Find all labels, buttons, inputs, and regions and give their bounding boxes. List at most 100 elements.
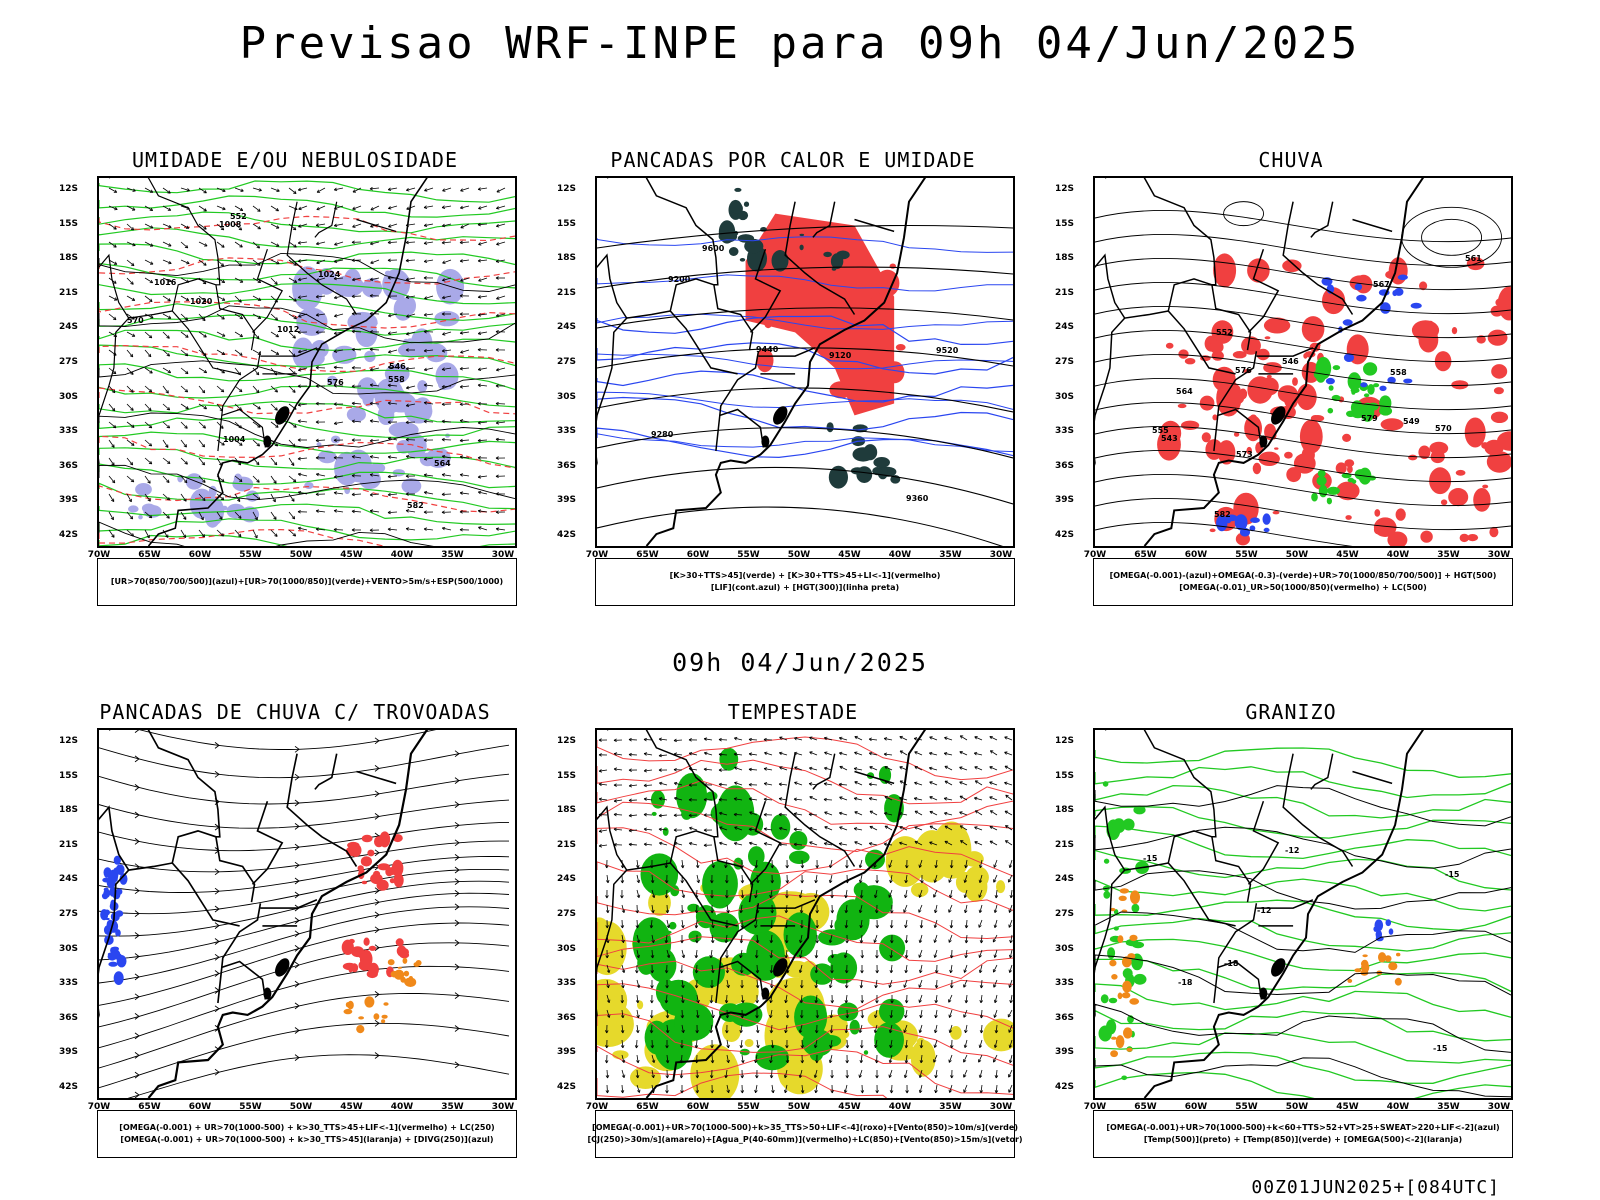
- longitude-label: 35W: [441, 1102, 464, 1112]
- legend-line: [OMEGA(-0.001) + UR>70(1000-500) + k>30_…: [119, 1123, 495, 1132]
- latitude-label: 15S: [557, 770, 577, 781]
- panel-granizo: GRANIZO -12 -15 -18 -15 -18 -12 -15 12S 15S 18S 21S…: [1051, 700, 1531, 1180]
- latitude-label: 15S: [1055, 218, 1075, 229]
- latitude-label: 30S: [1055, 943, 1075, 954]
- longitude-label: 55W: [1235, 1102, 1258, 1112]
- panel-title: PANCADAS DE CHUVA C/ TROVOADAS: [99, 700, 491, 724]
- latitude-label: 36S: [1055, 460, 1075, 471]
- legend-line: [OMEGA(-0.01)_UR>50(1000/850)(vermelho) …: [1179, 583, 1427, 592]
- latitude-label: 27S: [59, 357, 79, 367]
- latitude-label: 39S: [1055, 495, 1075, 506]
- latitude-label: 15S: [59, 218, 79, 229]
- legend-line: [OMEGA(-0.001) + UR>70(1000-500) + k>30_…: [120, 1135, 494, 1144]
- longitude-label: 40W: [1386, 1102, 1410, 1112]
- panel-tempestade: TEMPESTADE 12S 15S 18S 21S 24S 27S 30S 33S 36S 39S…: [553, 700, 1033, 1180]
- contour-label: 576: [327, 378, 344, 387]
- latitude-label: 30S: [59, 391, 79, 402]
- latitude-label: 42S: [557, 1082, 577, 1092]
- contour-label: 582: [407, 501, 424, 510]
- legend-line: [OMEGA(-0.001)+UR>70(1000-500)+k<60+TTS>…: [1106, 1123, 1500, 1132]
- longitude-label: 60W: [686, 1102, 710, 1112]
- contour-label: 552: [230, 212, 247, 221]
- latitude-label: 21S: [59, 287, 79, 298]
- contour-label: 9520: [936, 346, 959, 355]
- latitude-label: 18S: [1055, 805, 1075, 816]
- legend-line: [K>30+TTS>45](verde) + [K>30+TTS>45+LI<-…: [669, 571, 941, 580]
- latitude-label: 15S: [557, 218, 577, 229]
- panel-legend: [OMEGA(-0.001) + UR>70(1000-500) + k>30_…: [97, 1110, 517, 1158]
- longitude-label: 45W: [838, 1102, 861, 1112]
- latitude-label: 21S: [59, 839, 79, 850]
- latitude-label: 33S: [59, 426, 79, 437]
- contour-label: -15: [1433, 1044, 1448, 1053]
- contour-label: 567: [1373, 280, 1390, 289]
- longitude-label: 50W: [787, 1102, 811, 1112]
- contour-label: -15: [1143, 854, 1158, 863]
- contour-label: -18: [1224, 959, 1239, 968]
- panel-legend: [OMEGA(-0.001)+UR>70(1000-500)+k>35_TTS>…: [587, 1110, 1023, 1158]
- longitude-label: 40W: [888, 1102, 912, 1112]
- longitude-label: 70W: [87, 1102, 111, 1112]
- longitude-label: 50W: [289, 550, 313, 560]
- contour-label: -18: [1178, 978, 1193, 987]
- longitude-label: 65W: [636, 550, 659, 560]
- contour-label: 555: [1152, 426, 1169, 435]
- contour-label: 1024: [318, 270, 341, 279]
- legend-line: [OMEGA(-0.001)-(azul)+OMEGA(-0.3)-(verde…: [1109, 571, 1497, 580]
- panel-chuva: CHUVA 582 579 576 573 570 567 564 561 558 555 552 54…: [1051, 148, 1531, 628]
- contour-label: 552: [1216, 328, 1233, 337]
- latitude-label: 12S: [59, 736, 79, 746]
- longitude-label: 60W: [1184, 550, 1208, 560]
- longitude-label: 40W: [1386, 550, 1410, 560]
- longitude-label: 35W: [1437, 550, 1460, 560]
- latitude-label: 12S: [1055, 736, 1075, 746]
- latitude-label: 42S: [1055, 530, 1075, 540]
- longitude-label: 55W: [737, 1102, 760, 1112]
- longitude-label: 35W: [939, 550, 962, 560]
- contour-label: 1008: [219, 220, 242, 229]
- longitude-label: 60W: [188, 550, 212, 560]
- contour-label: -15: [1445, 870, 1460, 879]
- longitude-label: 30W: [1487, 550, 1511, 560]
- latitude-label: 36S: [557, 1012, 577, 1023]
- longitude-label: 50W: [289, 1102, 313, 1112]
- panel-title: TEMPESTADE: [727, 700, 859, 724]
- latitude-label: 24S: [557, 322, 577, 333]
- contour-label: 546: [1282, 357, 1299, 366]
- longitude-label: 30W: [1487, 1102, 1511, 1112]
- contour-label: 1012: [277, 325, 299, 334]
- contour-label: 570: [1435, 424, 1452, 433]
- latitude-label: 33S: [1055, 426, 1075, 437]
- map-graphic: 1020 1016 1012 1008 1004 1024 570 576 564 558 552 5…: [99, 178, 515, 546]
- legend-line: [CJ(250)>30m/s](amarelo)+[Agua_P(40-60mm…: [587, 1135, 1023, 1144]
- contour-label: 570: [127, 316, 144, 325]
- latitude-label: 15S: [1055, 770, 1075, 781]
- longitude-label: 30W: [491, 550, 515, 560]
- contour-label: 1020: [190, 297, 213, 306]
- weather-map: [97, 728, 517, 1100]
- panel-legend: [OMEGA(-0.001)+UR>70(1000-500)+k<60+TTS>…: [1093, 1110, 1513, 1158]
- longitude-label: 45W: [1336, 550, 1359, 560]
- panel-title: UMIDADE E/OU NEBULOSIDADE: [131, 148, 459, 172]
- map-graphic: [99, 730, 510, 1098]
- latitude-label: 36S: [59, 1012, 79, 1023]
- map-graphic: -12 -15 -18 -15 -18 -12 -15: [1095, 730, 1511, 1098]
- contour-label: 576: [1235, 366, 1252, 375]
- longitude-label: 50W: [1285, 1102, 1309, 1112]
- contour-label: 543: [1161, 434, 1178, 443]
- latitude-label: 15S: [59, 770, 79, 781]
- longitude-label: 45W: [838, 550, 861, 560]
- contour-label: 549: [1403, 417, 1420, 426]
- main-title: Previsao WRF-INPE para 09h 04/Jun/2025: [239, 18, 1361, 69]
- longitude-label: 70W: [585, 1102, 609, 1112]
- panel-legend: [OMEGA(-0.001)-(azul)+OMEGA(-0.3)-(verde…: [1093, 558, 1513, 606]
- longitude-label: 70W: [1083, 550, 1107, 560]
- contour-label: 579: [1361, 414, 1378, 423]
- longitude-label: 60W: [188, 1102, 212, 1112]
- longitude-label: 35W: [1437, 1102, 1460, 1112]
- longitude-label: 45W: [1336, 1102, 1359, 1112]
- latitude-label: 27S: [1055, 357, 1075, 367]
- latitude-label: 30S: [557, 391, 577, 402]
- longitude-label: 55W: [737, 550, 760, 560]
- latitude-label: 27S: [557, 909, 577, 919]
